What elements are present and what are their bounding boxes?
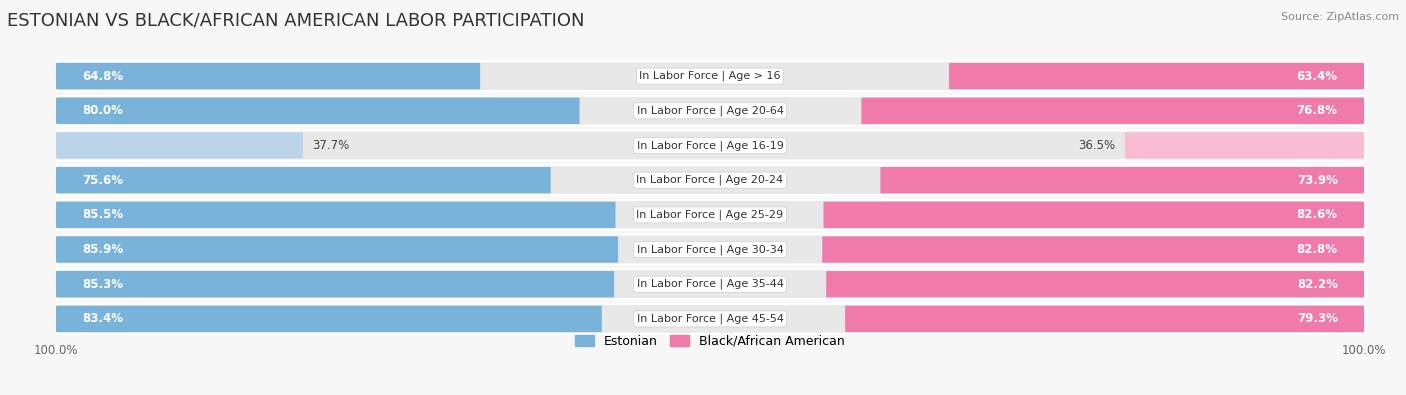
FancyBboxPatch shape <box>56 271 614 297</box>
FancyBboxPatch shape <box>827 271 1364 297</box>
FancyBboxPatch shape <box>56 96 1364 126</box>
Text: 79.3%: 79.3% <box>1296 312 1337 325</box>
Text: 36.5%: 36.5% <box>1078 139 1115 152</box>
FancyBboxPatch shape <box>56 165 1364 195</box>
FancyBboxPatch shape <box>823 236 1364 263</box>
Text: In Labor Force | Age 20-24: In Labor Force | Age 20-24 <box>637 175 783 185</box>
FancyBboxPatch shape <box>56 202 616 228</box>
Legend: Estonian, Black/African American: Estonian, Black/African American <box>575 335 845 348</box>
Text: 76.8%: 76.8% <box>1296 104 1337 117</box>
FancyBboxPatch shape <box>56 132 302 159</box>
Text: 73.9%: 73.9% <box>1296 174 1337 187</box>
Text: 82.2%: 82.2% <box>1296 278 1337 291</box>
Text: 63.4%: 63.4% <box>1296 70 1337 83</box>
FancyBboxPatch shape <box>56 236 619 263</box>
Text: 82.8%: 82.8% <box>1296 243 1337 256</box>
FancyBboxPatch shape <box>56 98 579 124</box>
FancyBboxPatch shape <box>845 306 1364 332</box>
Text: 64.8%: 64.8% <box>83 70 124 83</box>
Text: 85.3%: 85.3% <box>83 278 124 291</box>
FancyBboxPatch shape <box>56 167 551 193</box>
FancyBboxPatch shape <box>56 269 1364 299</box>
Text: In Labor Force | Age 16-19: In Labor Force | Age 16-19 <box>637 140 783 151</box>
Text: 83.4%: 83.4% <box>83 312 124 325</box>
Text: In Labor Force | Age 30-34: In Labor Force | Age 30-34 <box>637 244 783 255</box>
Text: In Labor Force | Age 35-44: In Labor Force | Age 35-44 <box>637 279 783 290</box>
FancyBboxPatch shape <box>56 304 1364 334</box>
Text: 37.7%: 37.7% <box>312 139 350 152</box>
FancyBboxPatch shape <box>56 306 602 332</box>
FancyBboxPatch shape <box>880 167 1364 193</box>
Text: 80.0%: 80.0% <box>83 104 124 117</box>
Text: Source: ZipAtlas.com: Source: ZipAtlas.com <box>1281 12 1399 22</box>
Text: In Labor Force | Age 25-29: In Labor Force | Age 25-29 <box>637 210 783 220</box>
Text: 75.6%: 75.6% <box>83 174 124 187</box>
Text: 85.5%: 85.5% <box>83 208 124 221</box>
FancyBboxPatch shape <box>949 63 1364 89</box>
Text: In Labor Force | Age 20-64: In Labor Force | Age 20-64 <box>637 105 783 116</box>
FancyBboxPatch shape <box>1125 132 1364 159</box>
FancyBboxPatch shape <box>862 98 1364 124</box>
FancyBboxPatch shape <box>56 235 1364 264</box>
FancyBboxPatch shape <box>824 202 1364 228</box>
Text: 85.9%: 85.9% <box>83 243 124 256</box>
FancyBboxPatch shape <box>56 131 1364 160</box>
Text: In Labor Force | Age 45-54: In Labor Force | Age 45-54 <box>637 314 783 324</box>
Text: ESTONIAN VS BLACK/AFRICAN AMERICAN LABOR PARTICIPATION: ESTONIAN VS BLACK/AFRICAN AMERICAN LABOR… <box>7 12 585 30</box>
FancyBboxPatch shape <box>56 61 1364 91</box>
FancyBboxPatch shape <box>56 63 481 89</box>
Text: In Labor Force | Age > 16: In Labor Force | Age > 16 <box>640 71 780 81</box>
Text: 82.6%: 82.6% <box>1296 208 1337 221</box>
FancyBboxPatch shape <box>56 200 1364 230</box>
